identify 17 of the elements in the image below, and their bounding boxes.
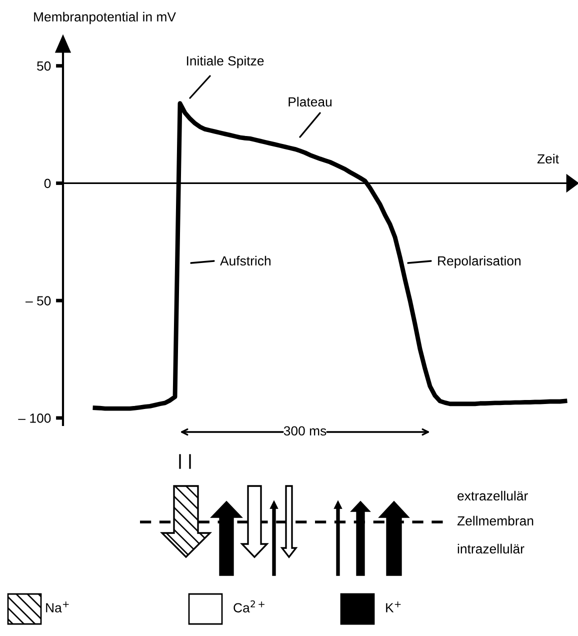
x-axis-title: Zeit <box>537 154 559 164</box>
y-tick-label: – 50 <box>26 296 51 306</box>
annotation: Repolarisation <box>438 256 520 268</box>
y-tick-label: 50 <box>37 61 51 71</box>
y-tick-label: – 100 <box>18 414 51 423</box>
text: Na$^{+}$ <box>46 601 69 612</box>
annotation: Plateau <box>288 96 332 107</box>
text: 300 ms <box>284 426 326 436</box>
y-axis-title: Membranpotential in mV <box>34 12 176 24</box>
text: K$^{+}$ <box>386 601 401 612</box>
annotation: Initiale Spitze <box>186 56 264 68</box>
text: intrazellulär <box>458 544 524 554</box>
annotation: Aufstrich <box>220 256 270 266</box>
text: Ca$^{2+}$ <box>234 600 264 612</box>
text: extrazellulär <box>458 490 528 501</box>
y-tick-label: 0 <box>44 178 51 188</box>
text: Zellmembran <box>457 516 534 526</box>
